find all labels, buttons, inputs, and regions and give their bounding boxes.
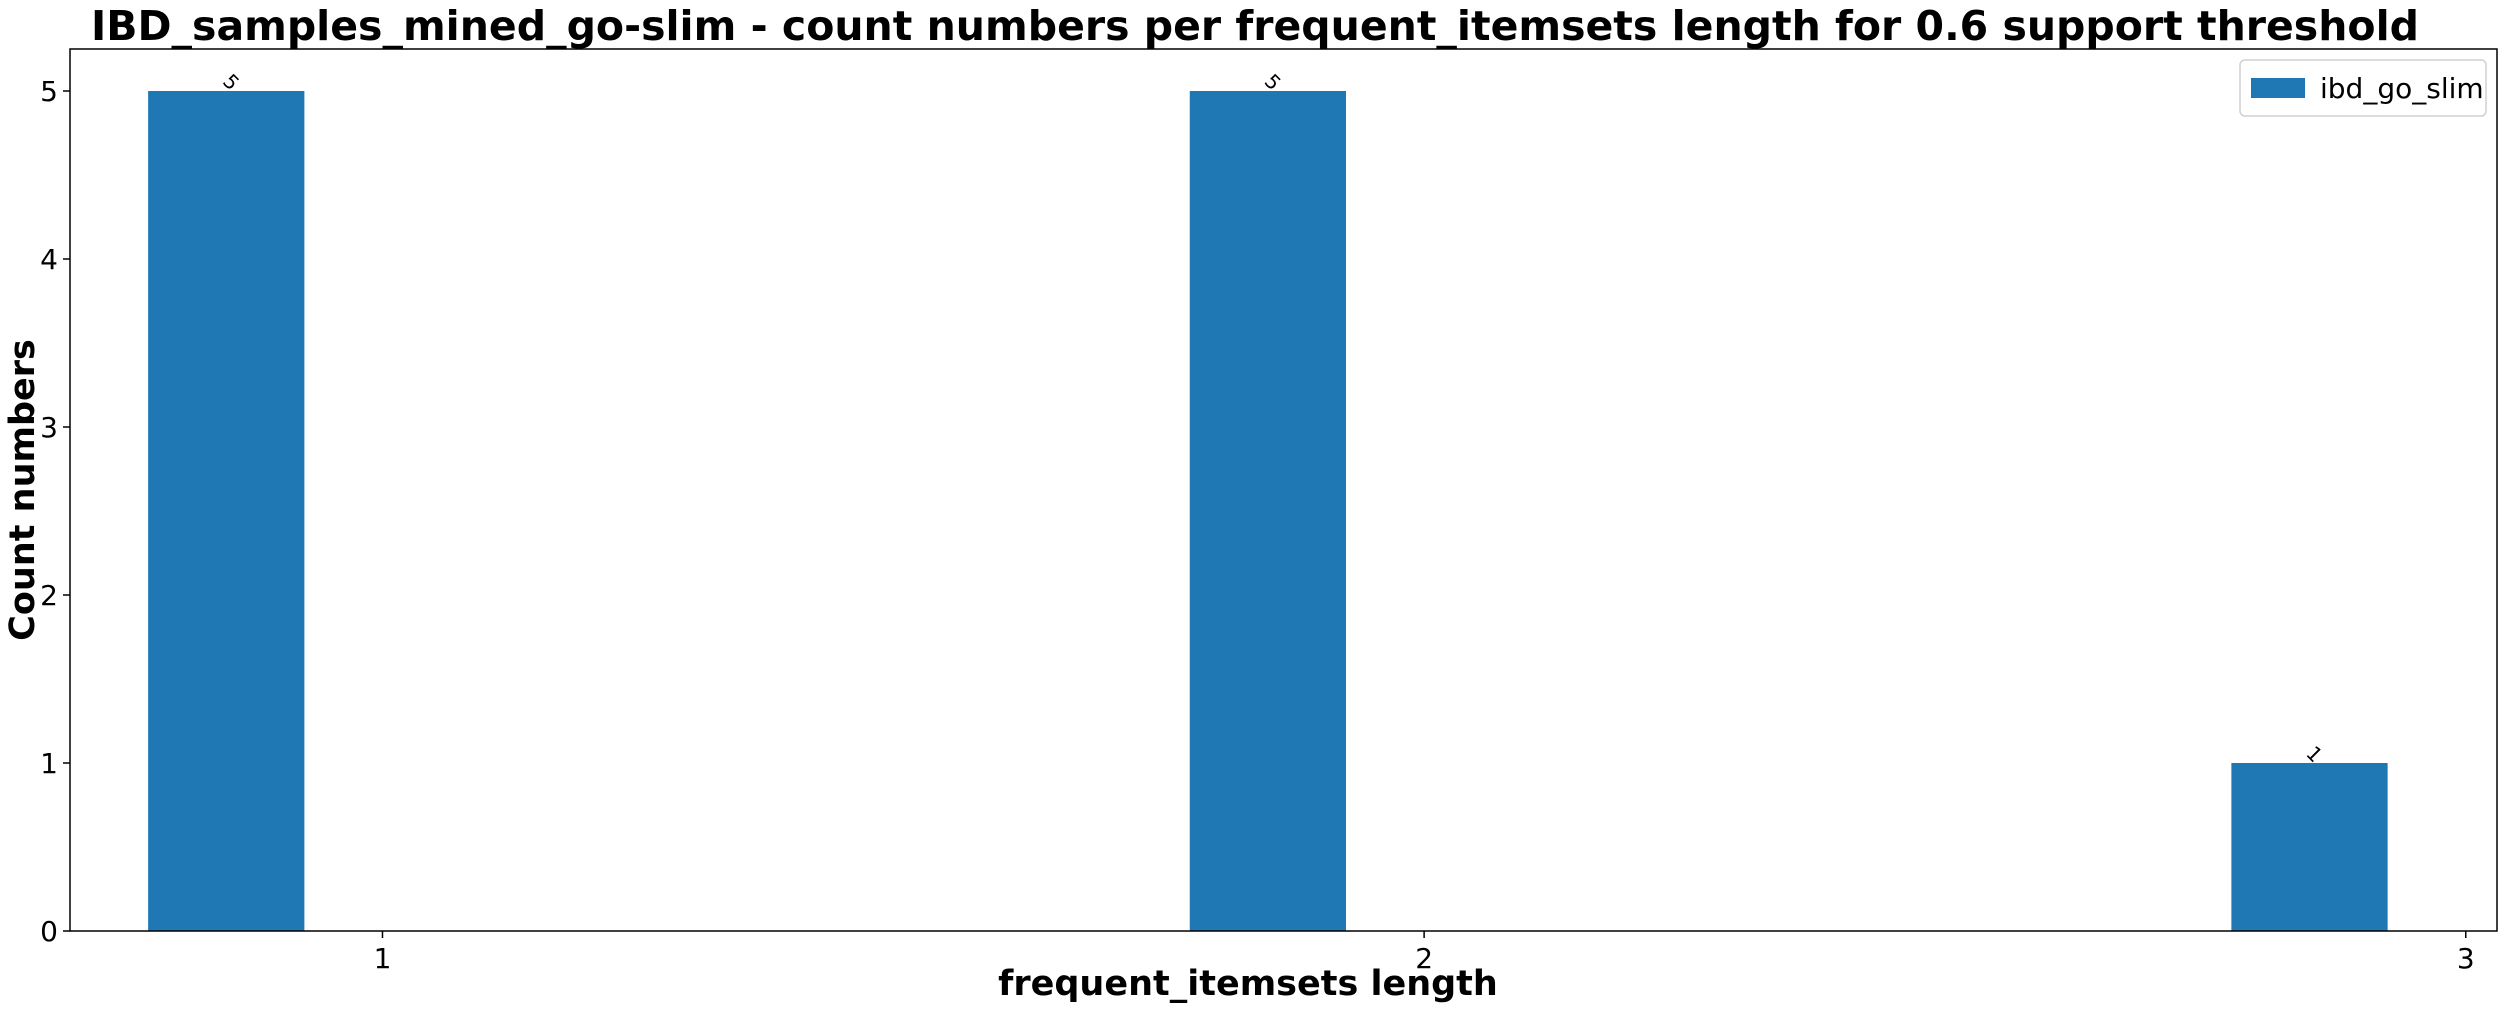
bar-3 <box>2231 763 2388 931</box>
x-axis-label: frequent_itemsets length <box>998 964 1498 1004</box>
x-tick-label: 1 <box>374 942 392 975</box>
bar-2 <box>1189 91 1346 931</box>
legend-swatch <box>2251 78 2305 98</box>
x-tick-label: 3 <box>2457 942 2475 975</box>
y-tick-label: 0 <box>40 915 58 948</box>
legend-label: ibd_go_slim <box>2320 72 2484 105</box>
legend-box <box>2239 59 2487 117</box>
axes-frame <box>69 48 2498 932</box>
y-tick-label: 4 <box>40 243 58 276</box>
chart-title: IBD_samples_mined_go-slim - count number… <box>91 2 2419 50</box>
x-tick-label: 2 <box>1415 942 1433 975</box>
y-tick-label: 3 <box>40 411 58 444</box>
bar-1 <box>148 91 305 931</box>
legend: ibd_go_slim <box>2239 59 2487 117</box>
y-axis-label: Count numbers <box>3 339 43 641</box>
y-tick-label: 2 <box>40 579 58 612</box>
y-tick-label: 1 <box>40 747 58 780</box>
y-tick-label: 5 <box>40 75 58 108</box>
